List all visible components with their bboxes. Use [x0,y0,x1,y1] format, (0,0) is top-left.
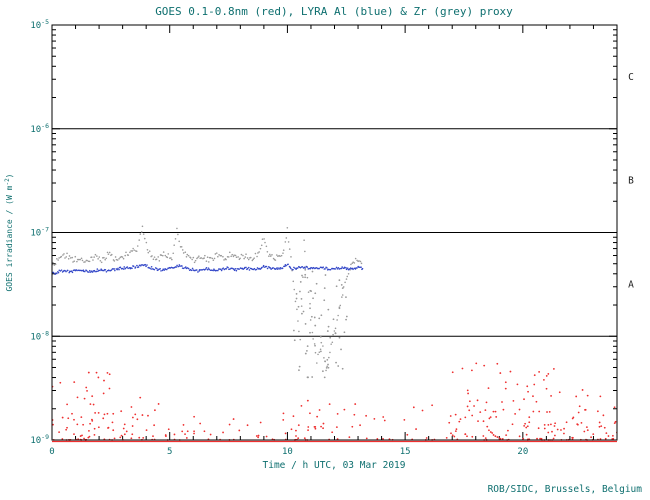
y-tick-labels: 10-5 10-6 10-7 10-8 10-9 [30,18,49,446]
svg-text:10-9: 10-9 [30,433,49,446]
flare-class-letters: C B A [628,72,634,291]
series-lyra-al-proxy [52,263,364,276]
svg-text:10-8: 10-8 [30,329,49,342]
svg-text:15: 15 [400,447,411,457]
svg-text:0: 0 [49,447,54,457]
x-tick-labels: 0 5 10 15 20 [49,447,528,457]
svg-text:20: 20 [517,447,528,457]
svg-text:10-7: 10-7 [30,226,49,239]
svg-text:5: 5 [167,447,172,457]
credit-text: ROB/SIDC, Brussels, Belgium [488,484,643,495]
flare-class-lines [52,128,617,337]
x-axis-label: Time / h UTC, 03 Mar 2019 [263,460,406,471]
svg-text:10: 10 [282,447,293,457]
chart-title: GOES 0.1-0.8nm (red), LYRA Al (blue) & Z… [155,5,513,18]
svg-text:B: B [628,176,634,187]
series-goes-0-1-0-8nm [52,362,617,443]
svg-text:10-5: 10-5 [30,18,49,31]
chart-generated: 0 5 10 15 20 10-5 10-6 10-7 10-8 10-9 GOES irradia… [4,18,634,457]
axis-ticks [51,24,618,441]
series-lyra-zr-proxy [52,225,363,372]
series-zr-dropout-scatter [292,268,348,379]
svg-text:A: A [628,279,634,290]
y-axis-label: GOES irradiance / (W m-2) [4,173,14,291]
svg-text:C: C [628,72,634,83]
plot-frame [51,24,618,441]
svg-text:10-6: 10-6 [30,122,49,135]
